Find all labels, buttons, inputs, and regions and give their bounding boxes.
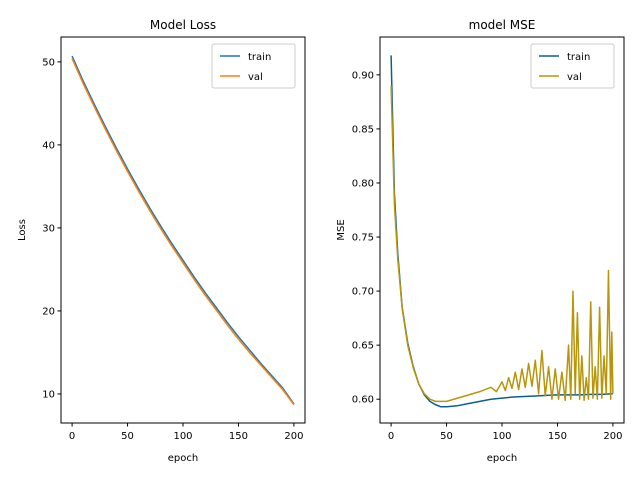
mse-chart-legend-label-train: train <box>567 52 590 63</box>
loss-chart-y-tick-label: 10 <box>42 389 55 400</box>
mse-chart-series-train-line <box>390 55 613 408</box>
loss-chart-series-val-line <box>71 58 295 406</box>
mse-chart-y-tick-label: 0.70 <box>352 287 374 298</box>
mse-chart-y-tick-label: 0.80 <box>352 178 374 189</box>
mse-chart-legend-box <box>530 43 615 89</box>
mse-chart-x-tick-label: 0 <box>388 431 394 442</box>
loss-chart-plot-frame <box>60 36 306 424</box>
mse-chart-y-tick-label: 0.60 <box>352 395 374 406</box>
mse-chart-legend: train val <box>530 43 615 89</box>
mse-chart-x-tick-label: 100 <box>492 431 511 442</box>
mse-chart-legend-label-val: val <box>567 72 582 83</box>
mse-chart-x-axis-label: epoch <box>487 453 517 464</box>
loss-chart-x-axis-label: epoch <box>168 453 198 464</box>
loss-chart-x-tick-label: 200 <box>284 431 303 442</box>
loss-chart-y-tick-label: 40 <box>42 140 55 151</box>
mse-chart-x-tick-label: 200 <box>603 431 622 442</box>
mse-chart-x-tick-label: 50 <box>440 431 453 442</box>
mse-chart-y-tick-label: 0.65 <box>352 341 374 352</box>
loss-chart-title: Model Loss <box>150 18 216 32</box>
mse-chart-x-tick-label: 150 <box>548 431 567 442</box>
mse-chart-plot-frame <box>379 36 625 424</box>
mse-chart-panel: model MSE epoch MSE 0 50 100 150 200 0.60 0.65… <box>336 18 625 464</box>
loss-chart-x-tick-label: 100 <box>173 431 192 442</box>
loss-chart-legend: train val <box>211 43 296 89</box>
mse-chart-series-val-line <box>390 85 614 403</box>
loss-chart-y-tick-label: 50 <box>42 57 55 68</box>
loss-chart-series-train-line <box>71 55 295 405</box>
mse-chart-y-tick-label: 0.90 <box>352 70 374 81</box>
loss-chart-panel: Model Loss epoch Loss 0 50 100 150 200 10 20 30… <box>17 18 306 464</box>
loss-chart-legend-label-train: train <box>248 52 271 63</box>
loss-chart-series-group <box>71 55 295 406</box>
mse-chart-series-group <box>390 55 614 408</box>
mse-chart-title: model MSE <box>469 18 536 32</box>
mse-chart-y-tick-label: 0.75 <box>352 233 374 244</box>
mse-chart-y-axis-label: MSE <box>336 219 347 240</box>
loss-chart-legend-box <box>211 43 296 89</box>
loss-chart-y-tick-label: 20 <box>42 306 55 317</box>
loss-chart-x-tick-label: 50 <box>121 431 134 442</box>
loss-chart-legend-label-val: val <box>248 72 263 83</box>
loss-chart-x-tick-label: 0 <box>69 431 75 442</box>
loss-chart-y-tick-label: 30 <box>42 223 55 234</box>
loss-chart-x-tick-label: 150 <box>229 431 248 442</box>
loss-chart-y-axis-label: Loss <box>17 219 28 241</box>
mse-chart-y-tick-label: 0.85 <box>352 124 374 135</box>
